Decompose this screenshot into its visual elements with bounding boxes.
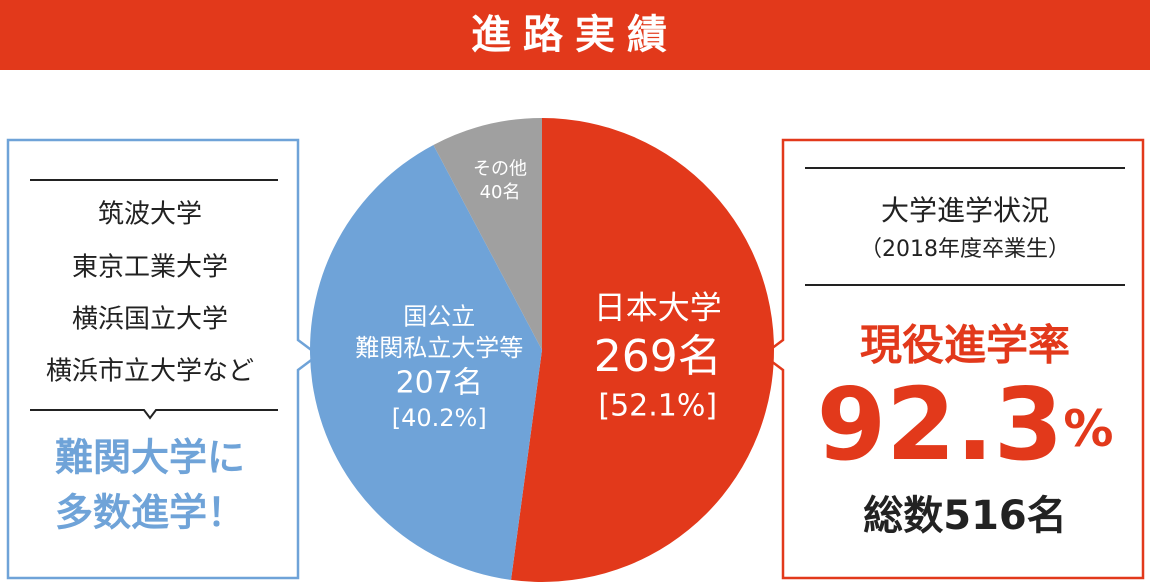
rate-unit: %	[1063, 400, 1113, 458]
slice-value-label: 269名	[594, 331, 722, 382]
heading: 大学進学状況	[881, 194, 1049, 227]
left-box	[6, 138, 321, 580]
header-bar	[0, 0, 1150, 70]
slice-percent-label: [52.1%]	[598, 389, 717, 424]
pie-slice	[511, 118, 774, 582]
rate-value: 92.3	[817, 366, 1064, 483]
slice-value-label: 40名	[480, 182, 521, 203]
slice-category: 国公立難関私立大学等	[355, 303, 523, 362]
pie: 日本大学269名[52.1%]国公立難関私立大学等207名[40.2%]その他4…	[310, 118, 774, 582]
slice-category: その他	[473, 158, 527, 179]
university: 筑波大学	[98, 200, 202, 230]
pie-slice	[310, 144, 542, 580]
category-line: 国公立	[403, 303, 475, 331]
right-box	[760, 138, 1145, 580]
category-line: 日本大学	[594, 289, 722, 327]
category-line: 難関私立大学等	[355, 334, 523, 362]
slice-percent-label: [40.2%]	[392, 404, 487, 432]
pie-slice	[433, 118, 542, 350]
header-title: 進路実績	[471, 12, 679, 58]
category-line: その他	[473, 158, 527, 179]
university: 横浜市立大学など	[46, 357, 254, 387]
slice-value-label: 207名	[396, 365, 483, 400]
rate: 92.3%	[817, 366, 1114, 483]
university: 東京工業大学	[72, 253, 228, 283]
subheading: （2018年度卒業生）	[860, 237, 1070, 262]
slice-category: 日本大学	[594, 289, 722, 327]
university: 横浜国立大学	[72, 305, 228, 335]
rate-label: 現役進学率	[860, 321, 1070, 370]
highlight: 難関大学に	[55, 436, 245, 480]
total: 総数516名	[863, 493, 1067, 539]
divider	[30, 409, 278, 420]
highlight: 多数進学！	[55, 491, 245, 535]
